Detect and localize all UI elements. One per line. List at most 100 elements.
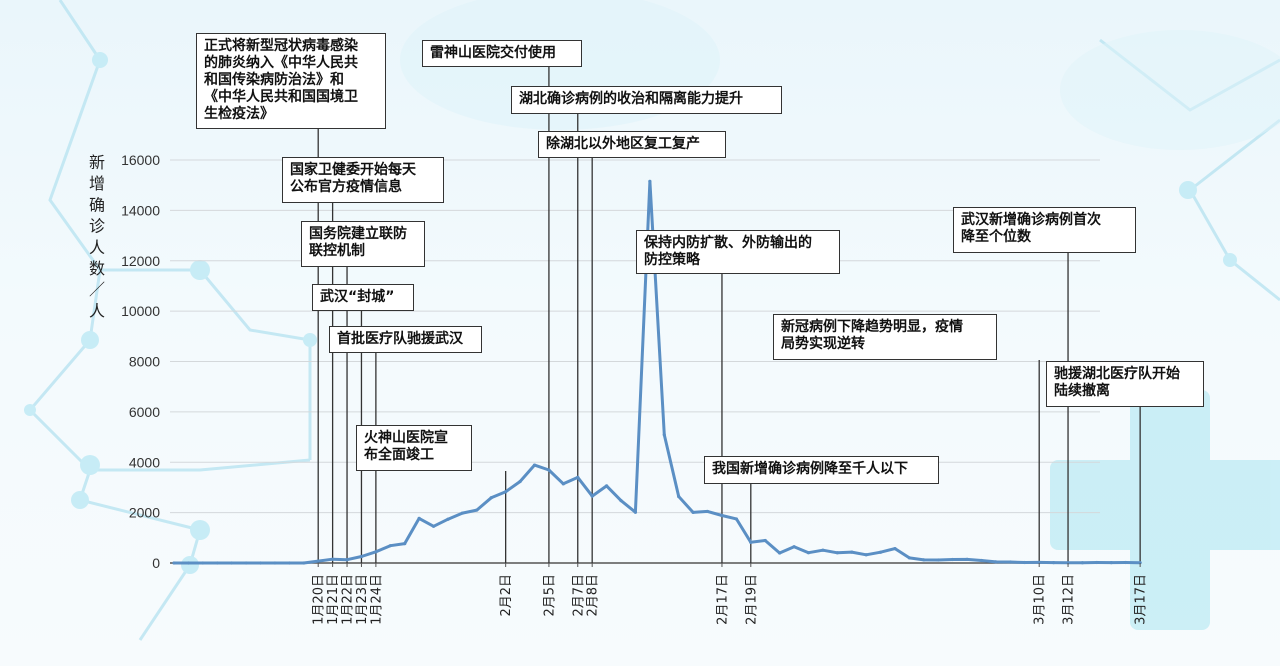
data-point: [749, 540, 753, 544]
x-tick-label: 3月10日: [1033, 574, 1048, 625]
data-point: [1138, 561, 1142, 565]
data-point: [302, 561, 306, 565]
y-tick-label: 12000: [121, 253, 160, 269]
data-point: [605, 484, 609, 488]
data-point: [504, 490, 508, 494]
data-point: [778, 551, 782, 555]
data-point: [186, 561, 191, 565]
data-point: [1023, 560, 1027, 565]
data-point: [172, 561, 176, 565]
data-point: [475, 508, 479, 512]
annotation-box: 保持内防扩散、外防输出的 防控策略: [636, 230, 840, 274]
data-point: [850, 550, 854, 554]
x-tick-label: 2月7日: [571, 574, 586, 617]
x-tick-label: 2月19日: [744, 574, 759, 625]
data-point: [878, 550, 883, 554]
data-point: [1066, 561, 1070, 565]
data-point: [374, 550, 378, 554]
data-point: [936, 558, 940, 562]
data-point: [979, 558, 984, 563]
data-point: [821, 548, 825, 552]
data-point: [806, 551, 811, 555]
data-point: [258, 561, 263, 565]
annotation-box: 雷神山医院交付使用: [422, 40, 582, 67]
data-point: [1080, 561, 1085, 565]
data-point: [864, 553, 868, 557]
data-point: [331, 557, 335, 561]
data-point: [965, 557, 969, 561]
x-axis-tick-labels: 1月20日 1月21日 1月22日 1月23日 1月24日 2月2日 2月5日 2月7日 2月8…: [312, 563, 1149, 625]
data-point: [359, 554, 364, 559]
data-point: [677, 494, 681, 499]
data-point: [922, 558, 926, 562]
data-point: [1109, 560, 1113, 565]
data-point: [532, 463, 537, 467]
x-tick-label: 1月21日: [326, 574, 341, 625]
data-point: [576, 475, 580, 479]
y-tick-label: 2000: [129, 505, 160, 521]
x-tick-label: 1月22日: [341, 574, 356, 625]
data-point: [388, 544, 392, 548]
data-point: [417, 516, 421, 520]
x-tick-label: 2月2日: [499, 574, 514, 617]
data-point: [734, 517, 738, 521]
data-point: [446, 517, 450, 521]
data-point: [244, 561, 248, 565]
data-point: [633, 510, 638, 514]
y-tick-label: 16000: [121, 152, 160, 168]
data-point: [951, 557, 955, 562]
data-point: [547, 468, 551, 472]
x-tick-label: 3月12日: [1062, 574, 1077, 625]
data-point: [561, 482, 565, 486]
x-tick-label: 3月17日: [1134, 574, 1149, 625]
series-points: [172, 179, 1142, 565]
data-point: [590, 494, 594, 498]
data-point: [316, 559, 320, 563]
annotation-box: 武汉“封城”: [312, 284, 414, 311]
x-tick-label: 2月5日: [542, 574, 557, 617]
data-point: [403, 542, 407, 546]
annotation-box: 我国新增确诊病例降至千人以下: [704, 456, 939, 484]
data-point: [489, 496, 493, 500]
annotation-box: 湖北确诊病例的收治和隔离能力提升: [511, 86, 782, 114]
annotation-box: 火神山医院宣 布全面竣工: [356, 425, 472, 471]
y-axis-title: 新增确诊人数／人: [89, 153, 105, 320]
annotation-box: 国务院建立联防 联控机制: [301, 221, 425, 267]
data-point: [230, 561, 234, 565]
data-point: [691, 510, 695, 514]
data-point: [273, 561, 277, 565]
y-axis-label: 新增确诊人数／人: [89, 153, 105, 320]
data-point: [518, 479, 522, 484]
data-point: [662, 433, 666, 437]
annotation-leaders: [317, 66, 1141, 563]
data-point: [1124, 560, 1128, 565]
y-tick-label: 8000: [129, 354, 160, 370]
data-point: [792, 545, 796, 549]
data-point: [1052, 561, 1056, 565]
annotation-box: 新冠病例下降趋势明显，疫情 局势实现逆转: [773, 314, 997, 360]
data-point: [705, 509, 710, 514]
data-point: [994, 560, 998, 564]
y-axis-ticks: 0 2000 4000 6000 8000 10000 12000 14000 16000: [121, 152, 160, 571]
data-point: [1037, 560, 1041, 564]
y-tick-label: 10000: [121, 303, 160, 319]
annotation-box: 正式将新型冠状病毒感染 的肺炎纳入《中华人民共 和国传染病防治法》和 《中华人民…: [196, 33, 386, 129]
data-point: [1095, 560, 1099, 565]
x-tick-label: 1月23日: [355, 574, 370, 625]
y-tick-label: 0: [152, 555, 160, 571]
data-point: [893, 546, 897, 551]
data-point: [648, 179, 652, 183]
data-point: [835, 551, 839, 555]
y-tick-label: 6000: [129, 404, 160, 420]
data-point: [720, 513, 724, 518]
annotation-box: 首批医疗队驰援武汉: [329, 326, 482, 353]
data-point: [907, 556, 912, 560]
y-tick-label: 14000: [121, 202, 160, 218]
x-tick-label: 2月8日: [586, 574, 601, 617]
annotation-box: 国家卫健委开始每天 公布官方疫情信息: [282, 157, 444, 203]
data-point: [1008, 560, 1012, 564]
y-tick-label: 4000: [129, 454, 160, 470]
data-point: [287, 561, 291, 565]
x-tick-label: 1月20日: [312, 574, 327, 625]
